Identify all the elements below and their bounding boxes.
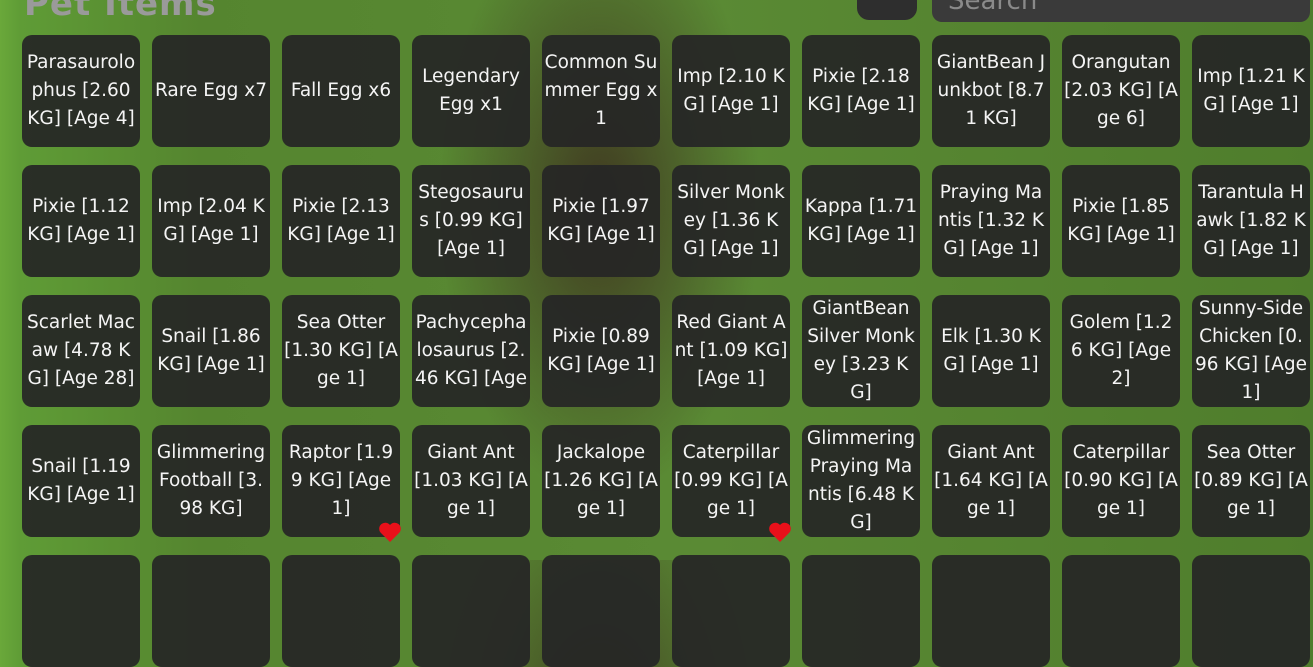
- item-label: Snail [1.86 KG] [Age 1]: [157, 326, 265, 375]
- item-tile[interactable]: Golem [1.26 KG] [Age 2]: [1062, 295, 1180, 407]
- item-tile[interactable]: Pixie [1.97 KG] [Age 1]: [542, 165, 660, 277]
- item-tile[interactable]: Silver Monkey [1.36 KG] [Age 1]: [672, 165, 790, 277]
- item-tile[interactable]: Common Summer Egg x1: [542, 35, 660, 147]
- search-box[interactable]: Search: [932, 0, 1310, 22]
- item-tile[interactable]: Elk [1.30 KG] [Age 1]: [932, 295, 1050, 407]
- item-label: Golem [1.26 KG] [Age 2]: [1069, 312, 1173, 389]
- item-tile[interactable]: Stegosaurus [0.99 KG] [Age 1]: [412, 165, 530, 277]
- item-label: Raptor [1.99 KG] [Age 1]: [288, 442, 394, 519]
- item-tile[interactable]: [672, 555, 790, 667]
- item-tile[interactable]: [1192, 555, 1310, 667]
- item-tile[interactable]: Red Giant Ant [1.09 KG] [Age 1]: [672, 295, 790, 407]
- item-label: Sea Otter [1.30 KG] [Age 1]: [284, 312, 398, 389]
- item-label: Legendary Egg x1: [422, 66, 520, 115]
- panel-title: Pet Items: [24, 0, 217, 24]
- item-label: Pixie [1.85 KG] [Age 1]: [1067, 196, 1175, 245]
- item-label: Jackalope [1.26 KG] [Age 1]: [544, 442, 658, 519]
- item-label: Pixie [1.12 KG] [Age 1]: [27, 196, 135, 245]
- item-label: Elk [1.30 KG] [Age 1]: [941, 326, 1041, 375]
- item-label: Silver Monkey [1.36 KG] [Age 1]: [677, 182, 785, 259]
- item-tile[interactable]: Sea Otter [0.89 KG] [Age 1]: [1192, 425, 1310, 537]
- item-tile[interactable]: Orangutan [2.03 KG] [Age 6]: [1062, 35, 1180, 147]
- item-label: Common Summer Egg x1: [544, 52, 658, 129]
- item-tile[interactable]: [1062, 555, 1180, 667]
- item-tile[interactable]: Caterpillar [0.90 KG] [Age 1]: [1062, 425, 1180, 537]
- item-label: Sea Otter [0.89 KG] [Age 1]: [1194, 442, 1308, 519]
- item-tile[interactable]: Pixie [1.12 KG] [Age 1]: [22, 165, 140, 277]
- item-label: GiantBean Silver Monkey [3.23 KG]: [807, 298, 915, 403]
- item-label: Pixie [2.13 KG] [Age 1]: [287, 196, 395, 245]
- item-tile[interactable]: [282, 555, 400, 667]
- item-tile[interactable]: Rare Egg x7: [152, 35, 270, 147]
- item-tile[interactable]: Kappa [1.71 KG] [Age 1]: [802, 165, 920, 277]
- item-tile[interactable]: Parasaurolophus [2.60 KG] [Age 4]: [22, 35, 140, 147]
- item-tile[interactable]: Imp [1.21 KG] [Age 1]: [1192, 35, 1310, 147]
- item-label: Parasaurolophus [2.60 KG] [Age 4]: [26, 52, 136, 129]
- item-tile[interactable]: Glimmering Praying Mantis [6.48 KG]: [802, 425, 920, 537]
- item-tile[interactable]: [802, 555, 920, 667]
- item-tile[interactable]: Pixie [2.18 KG] [Age 1]: [802, 35, 920, 147]
- item-tile[interactable]: GiantBean Junkbot [8.71 KG]: [932, 35, 1050, 147]
- item-tile[interactable]: [22, 555, 140, 667]
- item-tile[interactable]: Fall Egg x6: [282, 35, 400, 147]
- item-tile[interactable]: Snail [1.86 KG] [Age 1]: [152, 295, 270, 407]
- item-tile[interactable]: Jackalope [1.26 KG] [Age 1]: [542, 425, 660, 537]
- item-label: Praying Mantis [1.32 KG] [Age 1]: [937, 182, 1045, 259]
- item-label: Pixie [0.89 KG] [Age 1]: [547, 326, 655, 375]
- item-tile[interactable]: [152, 555, 270, 667]
- item-tile[interactable]: Legendary Egg x1: [412, 35, 530, 147]
- item-tile[interactable]: Pixie [1.85 KG] [Age 1]: [1062, 165, 1180, 277]
- item-tile[interactable]: Praying Mantis [1.32 KG] [Age 1]: [932, 165, 1050, 277]
- item-tile[interactable]: Snail [1.19 KG] [Age 1]: [22, 425, 140, 537]
- item-tile[interactable]: GiantBean Silver Monkey [3.23 KG]: [802, 295, 920, 407]
- item-tile[interactable]: Caterpillar [0.99 KG] [Age 1]: [672, 425, 790, 537]
- item-label: Giant Ant [1.64 KG] [Age 1]: [934, 442, 1048, 519]
- item-label: Orangutan [2.03 KG] [Age 6]: [1064, 52, 1178, 129]
- item-tile[interactable]: [932, 555, 1050, 667]
- item-label: Pachycephalosaurus [2.46 KG] [Age: [415, 312, 527, 389]
- item-tile[interactable]: Pachycephalosaurus [2.46 KG] [Age: [412, 295, 530, 407]
- item-label: Imp [2.10 KG] [Age 1]: [677, 66, 785, 115]
- item-label: Imp [1.21 KG] [Age 1]: [1197, 66, 1305, 115]
- item-label: Glimmering Praying Mantis [6.48 KG]: [806, 428, 916, 533]
- item-tile[interactable]: Giant Ant [1.03 KG] [Age 1]: [412, 425, 530, 537]
- item-label: Kappa [1.71 KG] [Age 1]: [804, 196, 918, 245]
- item-tile[interactable]: Imp [2.10 KG] [Age 1]: [672, 35, 790, 147]
- item-label: Caterpillar [0.99 KG] [Age 1]: [674, 442, 788, 519]
- item-label: Caterpillar [0.90 KG] [Age 1]: [1064, 442, 1178, 519]
- item-tile[interactable]: [412, 555, 530, 667]
- item-label: Tarantula Hawk [1.82 KG] [Age 1]: [1196, 182, 1306, 259]
- item-label: Giant Ant [1.03 KG] [Age 1]: [414, 442, 528, 519]
- item-tile[interactable]: Imp [2.04 KG] [Age 1]: [152, 165, 270, 277]
- item-tile[interactable]: Glimmering Football [3.98 KG]: [152, 425, 270, 537]
- item-label: Scarlet Macaw [4.78 KG] [Age 28]: [27, 312, 135, 389]
- item-label: Glimmering Football [3.98 KG]: [156, 442, 266, 519]
- item-tile[interactable]: Raptor [1.99 KG] [Age 1]: [282, 425, 400, 537]
- item-label: GiantBean Junkbot [8.71 KG]: [936, 52, 1046, 129]
- item-label: Imp [2.04 KG] [Age 1]: [157, 196, 265, 245]
- item-label: Fall Egg x6: [290, 80, 392, 101]
- favorite-heart: [769, 522, 791, 542]
- item-label: Pixie [2.18 KG] [Age 1]: [807, 66, 915, 115]
- item-tile[interactable]: Pixie [0.89 KG] [Age 1]: [542, 295, 660, 407]
- item-label: Stegosaurus [0.99 KG] [Age 1]: [418, 182, 524, 259]
- item-label: Red Giant Ant [1.09 KG] [Age 1]: [674, 312, 788, 389]
- item-tile[interactable]: Giant Ant [1.64 KG] [Age 1]: [932, 425, 1050, 537]
- favorite-heart: [379, 522, 401, 542]
- item-label: Pixie [1.97 KG] [Age 1]: [547, 196, 655, 245]
- item-tile[interactable]: Tarantula Hawk [1.82 KG] [Age 1]: [1192, 165, 1310, 277]
- item-tile[interactable]: Sea Otter [1.30 KG] [Age 1]: [282, 295, 400, 407]
- item-label: Sunny-Side Chicken [0.96 KG] [Age 1]: [1195, 298, 1307, 403]
- item-tile[interactable]: Pixie [2.13 KG] [Age 1]: [282, 165, 400, 277]
- favorites-button[interactable]: [857, 0, 917, 20]
- item-tile[interactable]: [542, 555, 660, 667]
- item-tile[interactable]: Scarlet Macaw [4.78 KG] [Age 28]: [22, 295, 140, 407]
- item-tile[interactable]: Sunny-Side Chicken [0.96 KG] [Age 1]: [1192, 295, 1310, 407]
- item-label: Snail [1.19 KG] [Age 1]: [27, 456, 135, 505]
- item-label: Rare Egg x7: [154, 80, 268, 101]
